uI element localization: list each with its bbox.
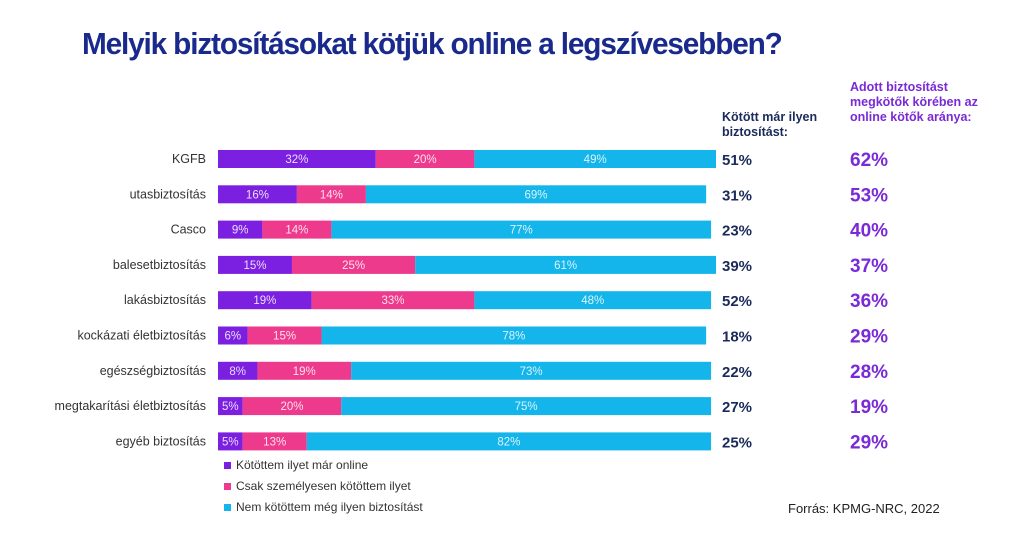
segment-label: 78%	[502, 331, 525, 343]
legend-label: Kötöttem ilyet már online	[236, 458, 368, 472]
bar-segment	[218, 255, 292, 274]
segment-label: 19%	[293, 366, 316, 378]
segment-label: 75%	[515, 401, 538, 413]
bar-segment	[242, 397, 342, 416]
column-header-online-share: Adott biztosítást megkötők körében az on…	[850, 80, 978, 124]
segment-label: 77%	[510, 225, 533, 237]
online-share-value: 19%	[850, 397, 888, 418]
bar-segment	[291, 255, 416, 274]
online-share-value: 29%	[850, 327, 888, 348]
bar-segment	[218, 432, 243, 451]
bar-segment	[375, 150, 475, 168]
already-bought-value: 22%	[722, 364, 752, 381]
segment-label: 5%	[222, 436, 239, 448]
segment-label: 61%	[554, 260, 577, 272]
bar-segment	[218, 220, 263, 239]
category-label: KGFB	[172, 152, 206, 166]
chart-title: Melyik biztosításokat kötjük online a le…	[82, 26, 783, 61]
category-label: megtakarítási életbiztosítás	[55, 399, 206, 413]
already-bought-value: 25%	[722, 434, 752, 451]
segment-label: 5%	[222, 401, 239, 413]
legend-swatch	[224, 504, 231, 511]
segment-label: 14%	[320, 189, 343, 201]
online-share-value: 29%	[850, 432, 888, 453]
segment-label: 9%	[232, 225, 249, 237]
segment-label: 20%	[414, 154, 437, 166]
category-label: egyéb biztosítás	[116, 434, 206, 448]
bar-segment	[474, 291, 712, 310]
online-share-value: 36%	[850, 291, 888, 312]
category-label: balesetbiztosítás	[113, 258, 206, 272]
already-bought-value: 39%	[722, 258, 752, 275]
segment-label: 32%	[285, 154, 308, 166]
category-label: lakásbiztosítás	[124, 293, 206, 307]
source-note: Forrás: KPMG-NRC, 2022	[788, 501, 940, 516]
segment-label: 14%	[285, 225, 308, 237]
online-share-value: 53%	[850, 185, 888, 206]
bar-segment	[218, 397, 243, 416]
legend-swatch	[224, 462, 231, 469]
bar-segment	[218, 185, 297, 204]
segment-label: 69%	[525, 189, 548, 201]
bar-segment	[247, 326, 322, 345]
bar-segment	[218, 326, 248, 345]
bar-segment	[306, 432, 712, 451]
bar-segment	[415, 255, 716, 274]
already-bought-value: 27%	[722, 399, 752, 416]
bar-segment	[242, 432, 307, 451]
bar-segment	[311, 291, 475, 310]
legend-swatch	[224, 483, 231, 490]
segment-label: 73%	[520, 366, 543, 378]
bar-segment	[321, 326, 707, 345]
segment-label: 33%	[382, 295, 405, 307]
online-share-value: 37%	[850, 256, 888, 277]
bar-segment	[262, 220, 332, 239]
segment-label: 8%	[229, 366, 246, 378]
already-bought-value: 51%	[722, 152, 752, 169]
online-share-value: 62%	[850, 150, 888, 171]
bar-segment	[351, 361, 712, 380]
already-bought-value: 18%	[722, 329, 752, 346]
category-label: utasbiztosítás	[130, 187, 206, 201]
segment-label: 16%	[246, 189, 269, 201]
segment-label: 13%	[263, 436, 286, 448]
bar-segment	[218, 291, 312, 310]
column-header-already-bought: Kötött már ilyen biztosítást:	[722, 110, 818, 139]
category-label: kockázati életbiztosítás	[77, 329, 206, 343]
already-bought-value: 52%	[722, 293, 752, 310]
segment-label: 6%	[224, 331, 241, 343]
bar-segment	[365, 185, 707, 204]
segment-label: 19%	[253, 295, 276, 307]
segment-label: 48%	[581, 295, 604, 307]
segment-label: 25%	[342, 260, 365, 272]
segment-label: 82%	[497, 436, 520, 448]
segment-label: 49%	[584, 154, 607, 166]
bar-segment	[218, 150, 376, 168]
bar-segment	[341, 397, 712, 416]
bar-segment	[257, 361, 352, 380]
already-bought-value: 23%	[722, 223, 752, 240]
bar-segment	[218, 361, 258, 380]
online-share-value: 40%	[850, 221, 888, 242]
segment-label: 15%	[273, 331, 296, 343]
bar-segment	[296, 185, 366, 204]
already-bought-value: 31%	[722, 187, 752, 204]
online-share-value: 28%	[850, 362, 888, 383]
segment-label: 20%	[280, 401, 303, 413]
category-label: egészségbiztosítás	[100, 364, 206, 378]
category-label: Casco	[171, 223, 206, 237]
bar-segment	[474, 150, 716, 168]
legend-label: Csak személyesen kötöttem ilyet	[236, 479, 411, 493]
legend-label: Nem kötöttem még ilyen biztosítást	[236, 500, 423, 514]
bar-segment	[331, 220, 712, 239]
segment-label: 15%	[243, 260, 266, 272]
